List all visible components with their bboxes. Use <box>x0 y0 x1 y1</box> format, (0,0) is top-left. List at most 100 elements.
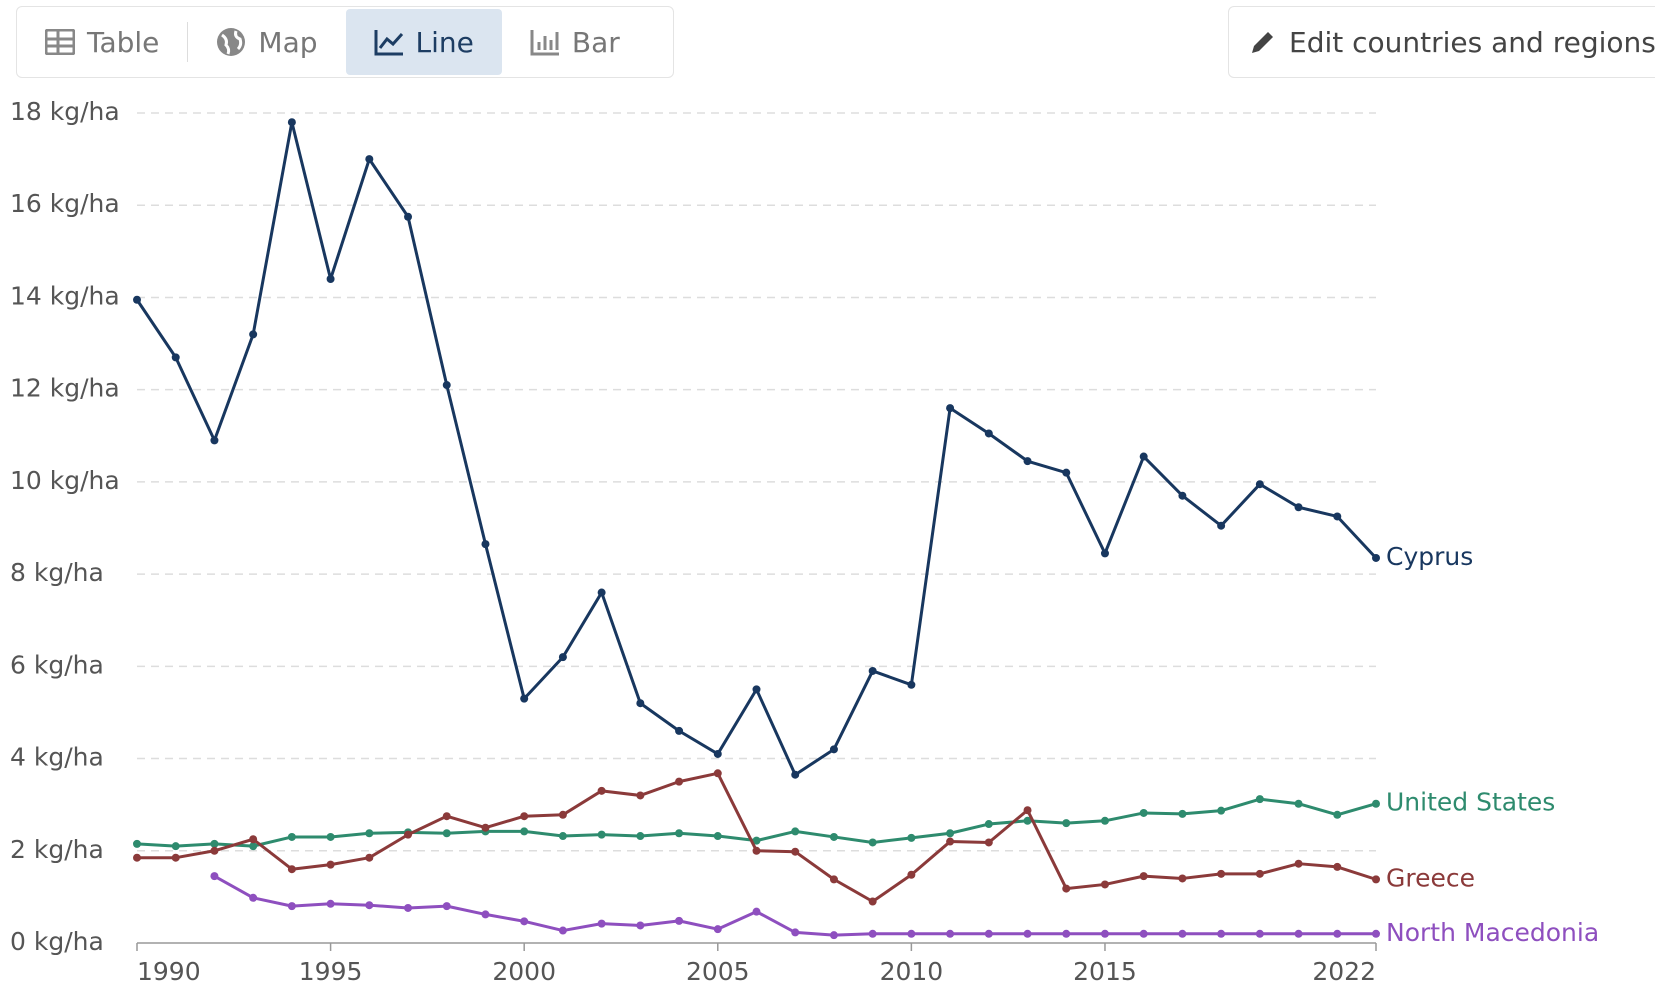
data-point <box>558 810 567 819</box>
data-point <box>558 653 567 662</box>
data-point <box>1062 884 1071 893</box>
series-label: Greece <box>1386 863 1475 892</box>
data-point <box>1333 929 1342 938</box>
data-point <box>404 903 413 912</box>
data-point <box>636 921 645 930</box>
x-tick-label: 2005 <box>686 957 750 986</box>
data-point <box>984 929 993 938</box>
data-point <box>752 907 761 916</box>
data-point <box>287 902 296 911</box>
y-tick-label: 0 kg/ha <box>10 927 104 956</box>
data-point <box>907 870 916 879</box>
y-tick-label: 6 kg/ha <box>10 650 104 679</box>
tab[interactable]: Map <box>188 9 345 75</box>
data-point <box>558 832 567 841</box>
data-point <box>1178 809 1187 818</box>
data-point <box>1100 549 1109 558</box>
data-point <box>133 839 141 848</box>
data-point <box>287 118 296 127</box>
data-point <box>1217 869 1226 878</box>
data-point <box>1023 806 1032 815</box>
x-tick-label: 1990 <box>137 957 201 986</box>
data-point <box>210 872 219 881</box>
x-tick-label: 1995 <box>299 957 363 986</box>
data-point <box>326 275 335 283</box>
y-tick-label: 12 kg/ha <box>10 374 120 403</box>
data-point <box>1139 452 1148 461</box>
data-point <box>946 929 955 938</box>
data-point <box>1100 929 1109 938</box>
bar-icon <box>530 30 559 56</box>
data-point <box>1372 799 1380 808</box>
line-icon <box>374 30 403 56</box>
data-point <box>1139 929 1148 938</box>
data-point <box>1062 929 1071 938</box>
data-point <box>1023 929 1032 938</box>
data-point <box>675 829 684 838</box>
data-point <box>636 832 645 841</box>
data-point <box>713 925 722 934</box>
edit-button[interactable]: Edit countries and regions <box>1228 6 1655 78</box>
data-point <box>868 666 877 675</box>
tab-label: Table <box>87 25 160 59</box>
data-point <box>520 694 529 703</box>
data-point <box>1372 875 1380 884</box>
data-point <box>946 829 955 838</box>
data-point <box>1062 819 1071 828</box>
data-point <box>1023 816 1032 825</box>
x-tick-label: 2010 <box>880 957 944 986</box>
y-tick-label: 16 kg/ha <box>10 189 120 218</box>
series-label: United States <box>1386 788 1555 817</box>
data-point <box>210 846 219 855</box>
data-point <box>326 899 335 908</box>
x-tick-label: 2022 <box>1312 957 1376 986</box>
data-point <box>752 836 761 845</box>
data-point <box>636 699 645 708</box>
data-point <box>1139 872 1148 881</box>
data-point <box>1178 491 1187 500</box>
tab[interactable]: Table <box>17 9 187 75</box>
data-point <box>133 295 141 304</box>
data-point <box>404 830 413 839</box>
data-point <box>365 853 374 862</box>
x-tick-label: 2015 <box>1073 957 1137 986</box>
data-point <box>210 436 219 445</box>
y-tick-label: 4 kg/ha <box>10 743 104 772</box>
map-icon <box>217 28 246 56</box>
data-point <box>984 429 993 438</box>
data-point <box>249 835 258 844</box>
data-point <box>1217 521 1226 530</box>
data-point <box>907 929 916 938</box>
data-point <box>442 902 451 911</box>
data-point <box>1294 859 1303 868</box>
data-point <box>829 931 838 940</box>
data-point <box>210 839 219 848</box>
data-point <box>946 404 955 413</box>
tab-label: Bar <box>571 25 620 59</box>
data-point <box>558 926 567 935</box>
tab-active[interactable]: Line <box>345 9 502 75</box>
tab-bar: Table Map Line Bar <box>16 6 674 78</box>
data-point <box>1333 862 1342 871</box>
data-point <box>984 838 993 847</box>
data-point <box>868 897 877 906</box>
data-point <box>597 588 606 597</box>
data-point <box>520 917 529 926</box>
data-point <box>752 846 761 855</box>
y-tick-label: 18 kg/ha <box>10 97 120 126</box>
tab-label: Map <box>258 25 318 59</box>
data-point <box>520 827 529 836</box>
data-point <box>946 837 955 846</box>
data-point <box>1023 457 1032 466</box>
data-point <box>287 865 296 874</box>
data-point <box>675 726 684 735</box>
data-point <box>1178 929 1187 938</box>
series-label: North Macedonia <box>1386 918 1599 947</box>
data-point <box>442 812 451 821</box>
data-point <box>520 812 529 821</box>
tab[interactable]: Bar <box>502 9 648 75</box>
data-point <box>1255 795 1264 804</box>
data-point <box>1062 468 1071 477</box>
data-point <box>636 791 645 800</box>
